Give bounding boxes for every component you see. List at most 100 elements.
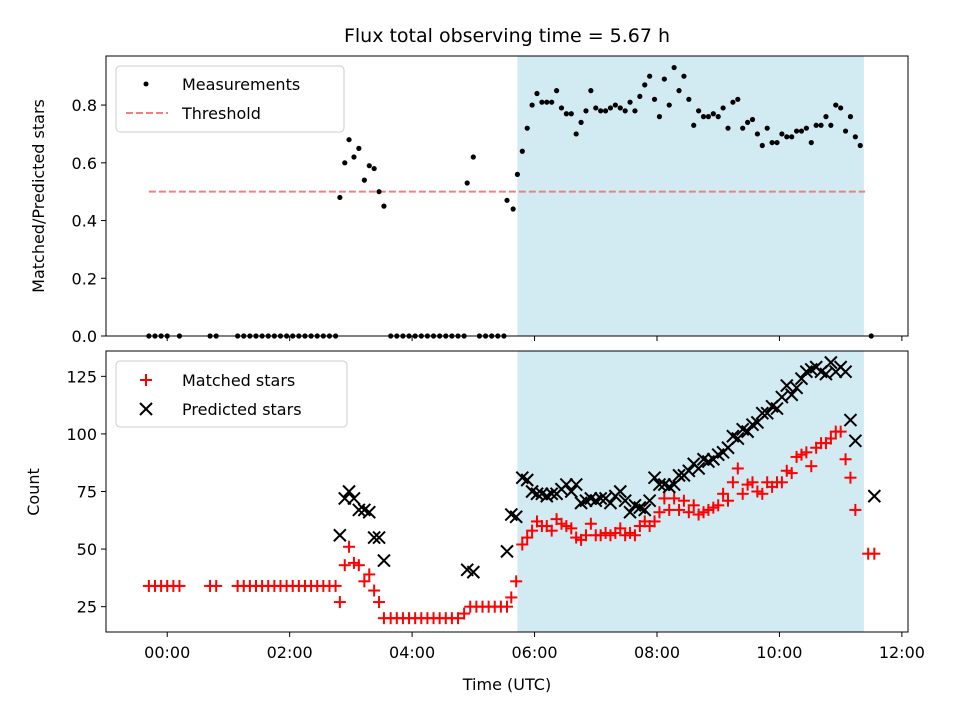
legend-matched-marker bbox=[140, 374, 152, 386]
predicted-point bbox=[652, 477, 667, 492]
predicted-point bbox=[623, 505, 637, 519]
measurement-point bbox=[818, 122, 824, 128]
matched-point bbox=[775, 476, 788, 489]
measurement-point bbox=[745, 119, 751, 125]
count-ylabel: Count bbox=[24, 468, 43, 516]
measurement-point bbox=[725, 125, 731, 131]
predicted-point bbox=[838, 365, 853, 379]
matched-point bbox=[501, 600, 513, 613]
predicted-point bbox=[593, 491, 608, 506]
matched-point bbox=[526, 524, 539, 537]
y-tick-label: 0.0 bbox=[72, 327, 97, 346]
measurement-point bbox=[376, 189, 382, 195]
legend-predicted-label: Predicted stars bbox=[182, 400, 302, 419]
matched-point bbox=[333, 596, 346, 609]
measurement-point bbox=[779, 131, 785, 137]
matched-point bbox=[668, 492, 681, 505]
measurement-point bbox=[696, 108, 702, 114]
matched-point bbox=[785, 467, 798, 480]
measurement-point bbox=[351, 154, 357, 160]
measurement-point bbox=[578, 119, 584, 125]
measurement-point bbox=[627, 99, 633, 105]
measurement-point bbox=[838, 105, 844, 111]
y-tick-label: 0.2 bbox=[72, 269, 97, 288]
matched-point bbox=[648, 515, 661, 528]
measurement-point bbox=[647, 73, 653, 79]
matched-point bbox=[726, 476, 739, 489]
measurement-point bbox=[676, 88, 682, 94]
count-legend: Matched stars Predicted stars bbox=[115, 360, 348, 428]
predicted-point bbox=[770, 401, 784, 416]
measurement-point bbox=[588, 88, 594, 94]
measurement-point bbox=[464, 180, 470, 186]
matched-point bbox=[756, 487, 769, 500]
predicted-point bbox=[789, 381, 804, 395]
measurement-point bbox=[470, 154, 476, 160]
ratio-ylabel: Matched/Predicted stars bbox=[29, 99, 48, 293]
measurement-point bbox=[598, 108, 604, 114]
predicted-point bbox=[377, 553, 391, 568]
measurement-point bbox=[549, 99, 555, 105]
predicted-point bbox=[780, 378, 794, 393]
measurement-point bbox=[637, 93, 643, 100]
measurement-point bbox=[847, 114, 854, 120]
figure-title: Flux total observing time = 5.67 h bbox=[344, 25, 670, 47]
matched-point bbox=[352, 559, 365, 572]
measurement-point bbox=[813, 122, 819, 128]
matched-point bbox=[849, 503, 862, 516]
legend-measurements-marker bbox=[143, 81, 149, 87]
count-axis-ticks: 00:00 02:00 04:00 06:00 08:00 10:00 12:00 25 50 7… bbox=[66, 367, 924, 662]
matched-point bbox=[329, 579, 342, 592]
measurement-point bbox=[563, 111, 569, 117]
x-tick-label: 04:00 bbox=[389, 643, 435, 662]
predicted-point bbox=[691, 461, 706, 476]
measurement-point bbox=[661, 76, 667, 82]
measurement-point bbox=[514, 171, 521, 177]
measurement-point bbox=[705, 114, 712, 120]
measurement-point bbox=[710, 111, 716, 117]
measurement-point bbox=[539, 99, 545, 105]
predicted-point bbox=[672, 468, 686, 483]
legend-measurements-label: Measurements bbox=[182, 75, 300, 94]
y-tick-label: 75 bbox=[77, 483, 97, 502]
measurement-point bbox=[833, 102, 839, 108]
y-tick-label: 100 bbox=[66, 425, 97, 444]
predicted-point bbox=[775, 390, 789, 404]
measurement-point bbox=[337, 194, 343, 201]
measurement-point bbox=[593, 105, 599, 111]
matched-point bbox=[545, 524, 558, 537]
matched-point bbox=[722, 494, 735, 507]
measurement-point bbox=[544, 99, 550, 105]
y-tick-label: 25 bbox=[77, 598, 97, 617]
measurement-point bbox=[356, 145, 362, 151]
measurement-point bbox=[857, 142, 863, 149]
matched-point bbox=[510, 575, 523, 588]
predicted-point bbox=[867, 489, 882, 503]
matched-point bbox=[800, 446, 813, 459]
x-tick-label: 06:00 bbox=[511, 643, 557, 662]
y-tick-label: 0.4 bbox=[72, 212, 97, 231]
x-tick-label: 02:00 bbox=[267, 643, 313, 662]
measurement-point bbox=[519, 148, 525, 154]
measurement-point bbox=[754, 131, 760, 137]
measurement-point bbox=[346, 137, 352, 143]
matched-point bbox=[373, 596, 386, 609]
measurement-point bbox=[524, 125, 530, 131]
matched-point bbox=[614, 522, 627, 535]
matched-point bbox=[736, 487, 749, 500]
measurement-point bbox=[510, 206, 516, 212]
ratio-legend-box bbox=[115, 65, 345, 133]
predicted-point bbox=[372, 530, 386, 545]
matched-point bbox=[343, 540, 356, 553]
matched-point bbox=[173, 579, 186, 592]
measurement-point bbox=[700, 114, 707, 120]
measurement-point bbox=[735, 96, 741, 102]
matched-point bbox=[505, 591, 518, 604]
legend-predicted-marker bbox=[139, 402, 153, 416]
predicted-point bbox=[367, 530, 381, 545]
matched-point bbox=[628, 529, 641, 542]
measurement-point bbox=[504, 197, 510, 203]
x-tick-label: 10:00 bbox=[756, 643, 802, 662]
matched-point bbox=[358, 575, 371, 588]
predicted-point bbox=[564, 484, 578, 499]
